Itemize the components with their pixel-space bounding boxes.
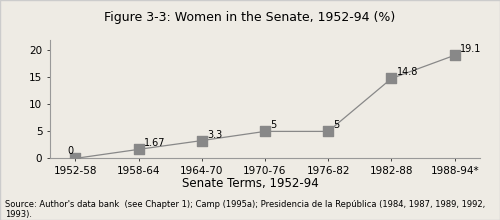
Text: 0: 0	[68, 146, 74, 156]
Point	[450, 53, 458, 57]
Text: 5: 5	[270, 120, 276, 130]
Point	[72, 157, 80, 160]
Point	[134, 148, 142, 151]
Point	[261, 130, 269, 133]
Text: Senate Terms, 1952-94: Senate Terms, 1952-94	[182, 177, 318, 190]
Text: Figure 3-3: Women in the Senate, 1952-94 (%): Figure 3-3: Women in the Senate, 1952-94…	[104, 11, 396, 24]
Point	[198, 139, 206, 142]
Text: 14.8: 14.8	[396, 67, 418, 77]
Text: Source: Author's data bank  (see Chapter 1); Camp (1995a); Presidencia de la Rep: Source: Author's data bank (see Chapter …	[5, 200, 485, 219]
Text: 19.1: 19.1	[460, 44, 481, 54]
Point	[388, 77, 396, 80]
Point	[324, 130, 332, 133]
Text: 1.67: 1.67	[144, 138, 165, 148]
Text: 5: 5	[334, 120, 340, 130]
Text: 3.3: 3.3	[207, 130, 222, 139]
